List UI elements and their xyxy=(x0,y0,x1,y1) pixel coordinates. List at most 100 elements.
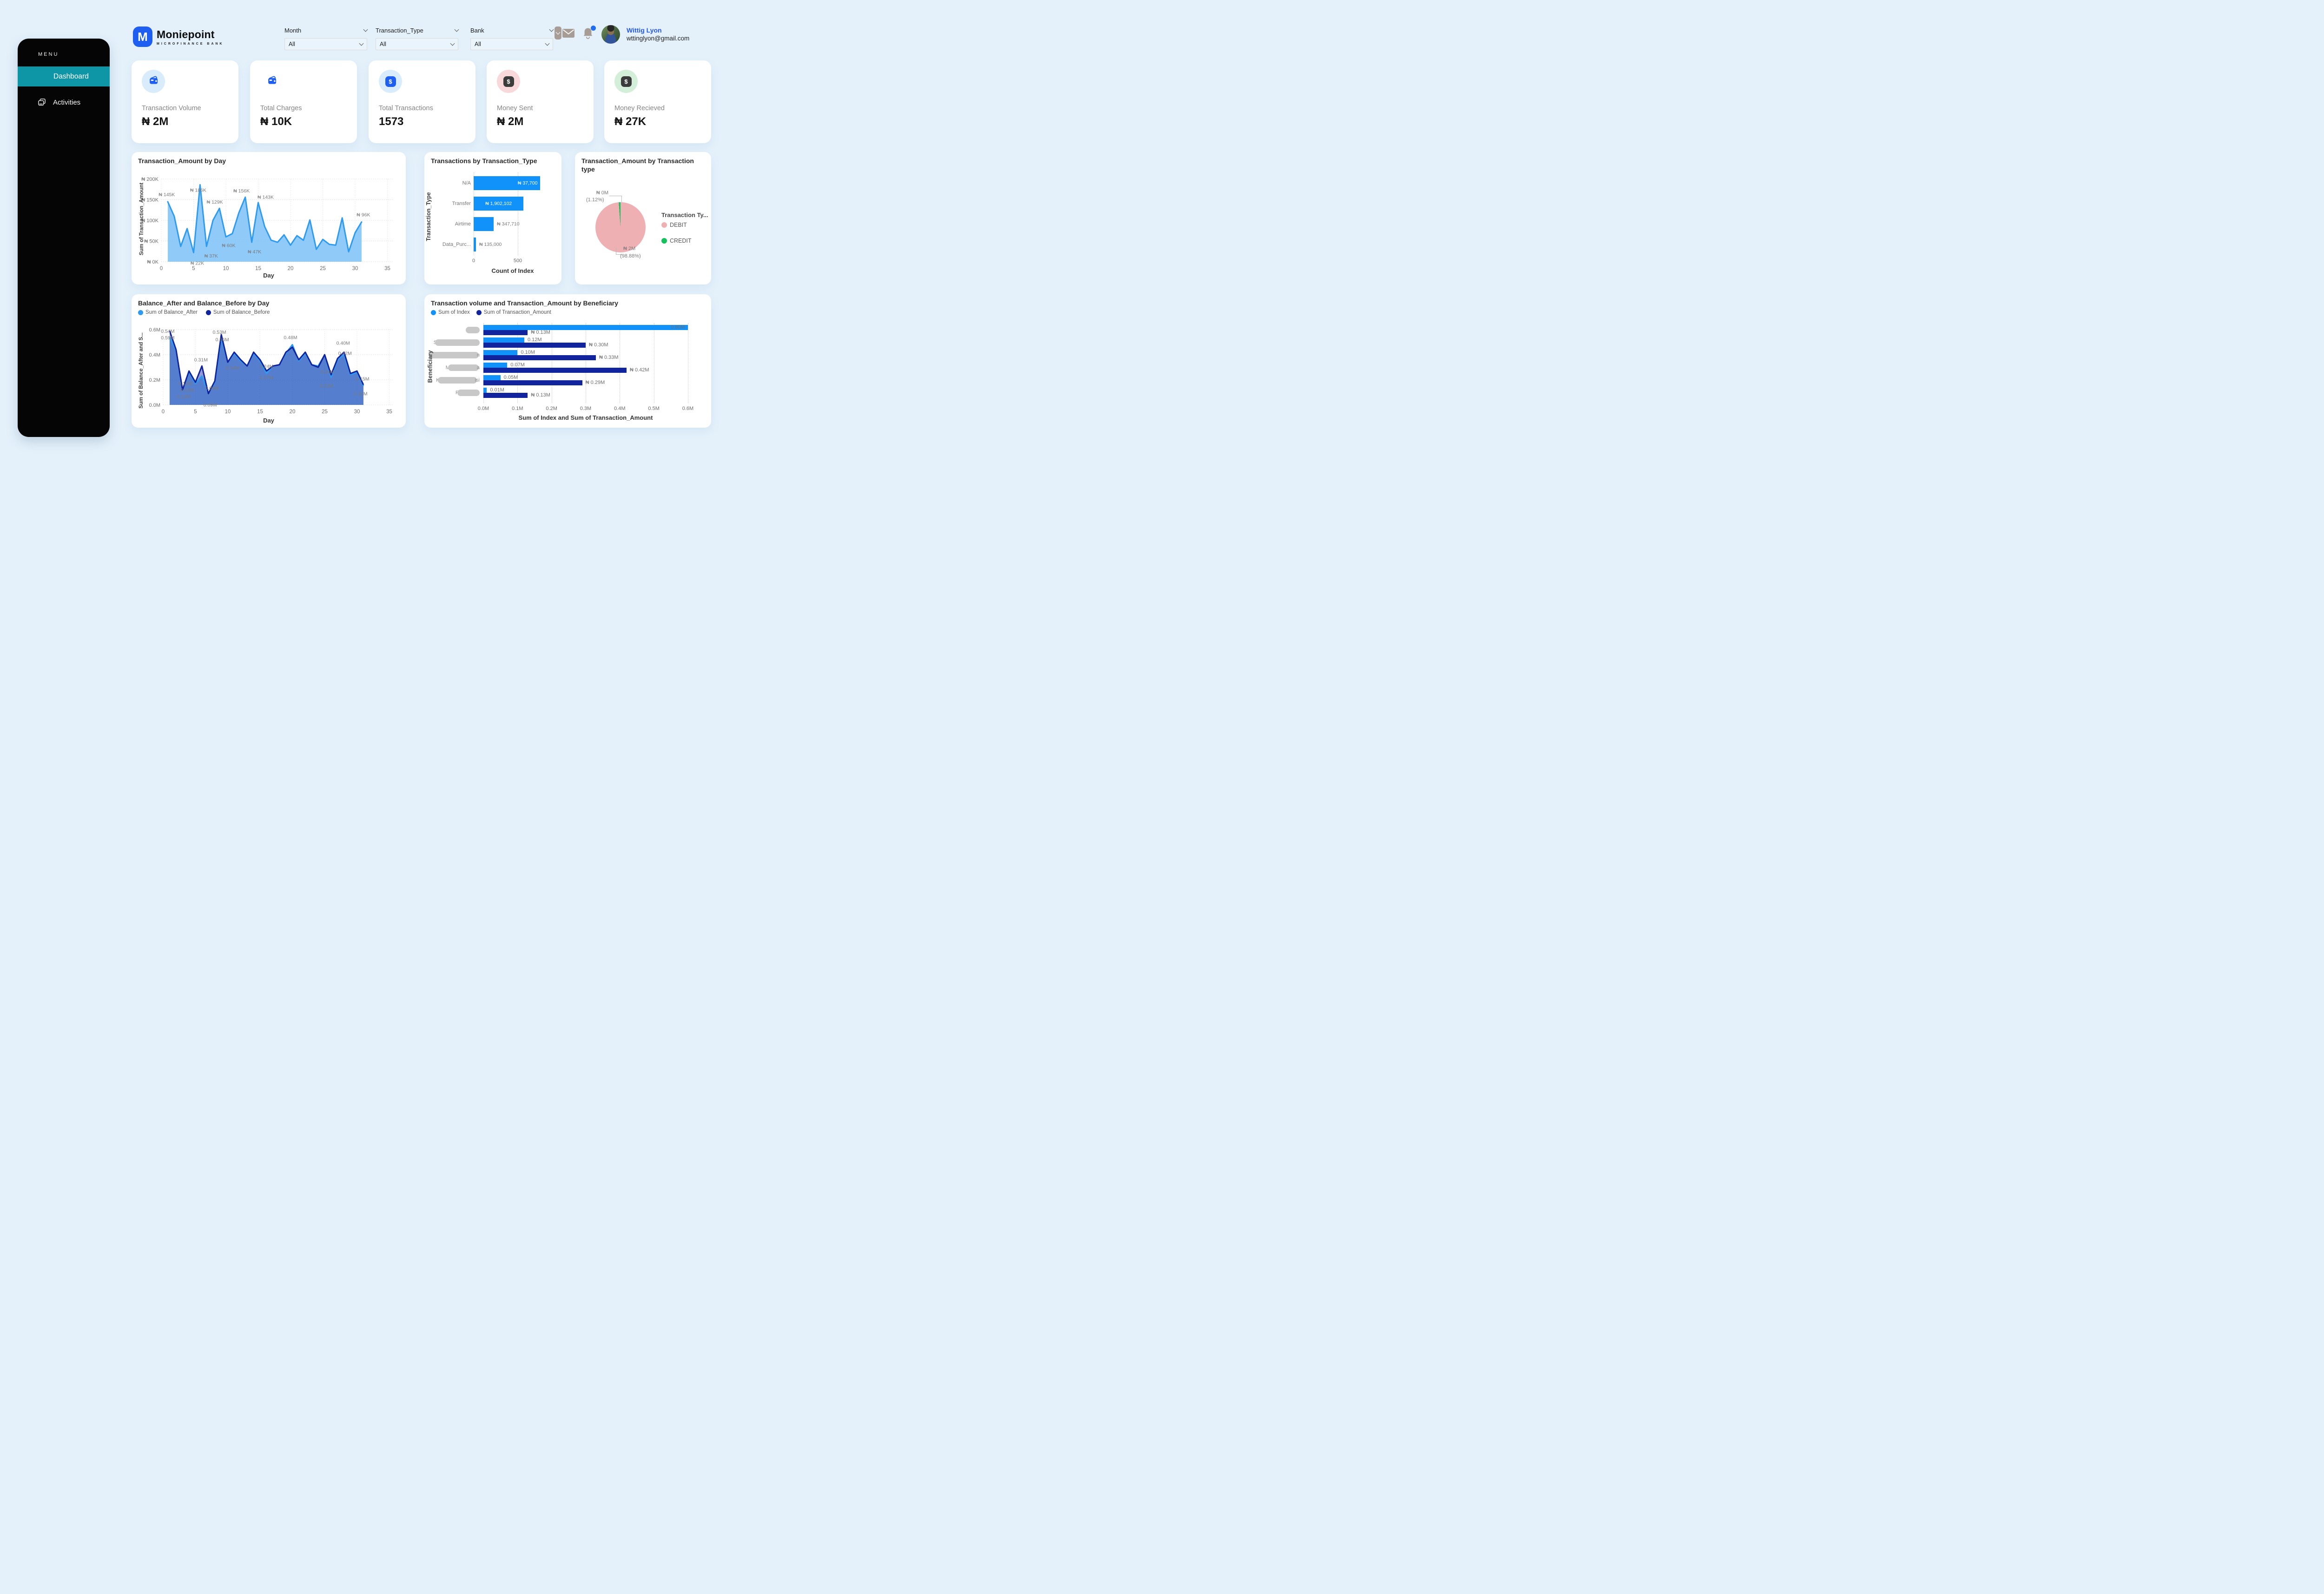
svg-text:0.12M: 0.12M xyxy=(177,394,190,400)
amount-bar xyxy=(483,368,627,373)
svg-text:30: 30 xyxy=(352,266,358,271)
bar-chart-canvas: 0 500 N/A ₦ 37,700 Transfer ₦ 1,902,102 Airtim… xyxy=(424,152,561,284)
legend-item-credit[interactable]: CREDIT xyxy=(661,238,692,244)
amount-value-label: ₦ 0.13M xyxy=(531,330,550,335)
kpi-label: Money Recieved xyxy=(614,105,665,112)
x-tick: 0.6M xyxy=(682,406,694,411)
chart-title: Transactions by Transaction_Type xyxy=(431,157,537,165)
chart-transaction-amount-by-day: Transaction_Amount by Day ₦ 0K ₦ 50K ₦ 100… xyxy=(132,152,406,284)
svg-text:₦ 143K: ₦ 143K xyxy=(257,195,274,200)
chart-title: Transaction_Amount by Day xyxy=(138,157,226,165)
pie-legend-title: Transaction Ty... xyxy=(661,212,708,218)
mail-icon[interactable] xyxy=(562,29,574,40)
index-bar xyxy=(483,375,501,380)
transaction-type-select-value: All xyxy=(380,41,386,47)
chevron-down-icon[interactable] xyxy=(454,27,459,32)
bar-value-label: ₦ 135,000 xyxy=(479,242,502,247)
kpi-card-transaction-volume: Transaction Volume ₦ 2M xyxy=(132,60,238,143)
bar-Transfer xyxy=(474,197,524,211)
pie-slice-label: ₦ 2M xyxy=(623,246,636,251)
svg-text:5: 5 xyxy=(194,409,197,415)
svg-text:0.31M: 0.31M xyxy=(194,357,208,363)
chevron-down-icon[interactable] xyxy=(549,27,554,32)
x-tick: 0.4M xyxy=(614,406,626,411)
sidebar-item-activities[interactable]: Activities xyxy=(18,93,110,111)
sidebar-item-dashboard[interactable]: Dashboard xyxy=(18,66,110,86)
month-select[interactable]: All xyxy=(284,38,367,50)
kpi-label: Total Transactions xyxy=(379,105,433,112)
transaction-type-select[interactable]: All xyxy=(376,38,458,50)
kpi-label: Money Sent xyxy=(497,105,533,112)
x-tick: 0.1M xyxy=(512,406,523,411)
svg-text:₦ 47K: ₦ 47K xyxy=(248,249,261,255)
svg-text:0.53M: 0.53M xyxy=(213,330,226,335)
svg-text:0.24M: 0.24M xyxy=(260,364,273,370)
svg-text:0: 0 xyxy=(162,409,165,415)
category-label: Airtime xyxy=(455,221,471,227)
svg-text:30: 30 xyxy=(354,409,360,415)
svg-text:₦ 145K: ₦ 145K xyxy=(158,192,175,198)
bar-Data_Purc... xyxy=(474,238,476,251)
index-bar xyxy=(483,388,487,393)
svg-text:0.34M: 0.34M xyxy=(225,365,239,371)
svg-text:25: 25 xyxy=(322,409,328,415)
legend-item-balance-after[interactable]: Sum of Balance_After xyxy=(138,310,198,315)
index-value-label: 0.10M xyxy=(521,350,535,355)
notification-badge xyxy=(591,26,596,31)
index-value-label: 0.05M xyxy=(503,375,518,380)
chevron-down-icon xyxy=(555,30,561,35)
svg-text:15: 15 xyxy=(255,266,261,271)
svg-text:₦ 100K: ₦ 100K xyxy=(141,218,158,224)
legend-item-debit[interactable]: DEBIT xyxy=(661,222,687,228)
kpi-icon-circle: $ xyxy=(497,70,520,93)
user-email: wttinglyon@gmail.com xyxy=(627,35,690,42)
kpi-card-total-charges: Total Charges ₦ 10K xyxy=(250,60,357,143)
filter-label: Bank xyxy=(470,26,484,34)
activities-icon xyxy=(37,98,46,107)
notification-bell-icon[interactable] xyxy=(583,26,596,40)
bank-select[interactable]: All xyxy=(470,38,553,50)
svg-text:0.2M: 0.2M xyxy=(149,377,160,383)
sum-of-index-dot xyxy=(431,310,436,315)
chevron-down-icon[interactable] xyxy=(363,27,368,32)
brand-logo-letter: M xyxy=(138,29,148,44)
legend-label: Sum of Transaction_Amount xyxy=(483,310,551,315)
x-axis-title: Day xyxy=(263,417,274,424)
bar-value-label: ₦ 1,902,102 xyxy=(485,201,512,206)
svg-text:0.24M: 0.24M xyxy=(321,370,334,375)
amount-value-label: ₦ 0.29M xyxy=(585,380,605,385)
amount-value-label: ₦ 0.33M xyxy=(599,355,619,360)
beneficiary-label-redacted: R xyxy=(429,389,480,397)
svg-text:₦ 60K: ₦ 60K xyxy=(222,243,235,249)
svg-text:₦ 0K: ₦ 0K xyxy=(147,259,159,265)
legend-item-sum-of-index[interactable]: Sum of Index xyxy=(431,310,470,315)
chevron-down-icon xyxy=(545,41,550,46)
pie xyxy=(595,202,646,252)
svg-text:10: 10 xyxy=(225,409,231,415)
svg-text:0.09M: 0.09M xyxy=(205,386,219,391)
grouped-bar-canvas: 0.0M 0.1M 0.2M 0.3M 0.4M 0.5M 0.6M 0.60M ₦ 0.13M… xyxy=(424,294,711,428)
brand-wordmark: Moniepoint MICROFINANCE BANK xyxy=(157,28,224,46)
beneficiary-label-redacted: S xyxy=(429,339,480,346)
legend-item-sum-of-amount[interactable]: Sum of Transaction_Amount xyxy=(476,310,551,315)
user-avatar[interactable] xyxy=(601,25,620,44)
gridline xyxy=(517,323,518,403)
sidebar-item-label: Dashboard xyxy=(53,73,89,80)
legend-item-balance-before[interactable]: Sum of Balance_Before xyxy=(205,310,270,315)
amount-value-label: ₦ 0.13M xyxy=(531,392,550,398)
svg-text:20: 20 xyxy=(290,409,296,415)
dollar-icon: $ xyxy=(621,76,632,87)
x-tick: 0.3M xyxy=(580,406,592,411)
area-chart-canvas: 0.0M 0.2M 0.4M 0.6M 0 5 10 15 20 25 30 35 0.54M 0.59M… xyxy=(135,318,402,419)
y-axis-title: Transaction_Type xyxy=(425,192,432,241)
collapse-filters-button[interactable] xyxy=(555,26,561,40)
brand-logo: M xyxy=(133,26,152,47)
svg-text:0.54M: 0.54M xyxy=(161,329,174,334)
beneficiary-label-redacted xyxy=(429,326,480,334)
credit-dot xyxy=(661,238,667,244)
svg-text:15: 15 xyxy=(257,409,263,415)
pie-callout-line xyxy=(609,196,622,202)
dollar-icon: $ xyxy=(503,76,514,87)
svg-text:0.6M: 0.6M xyxy=(149,327,160,333)
legend-label: Sum of Balance_After xyxy=(145,310,198,315)
